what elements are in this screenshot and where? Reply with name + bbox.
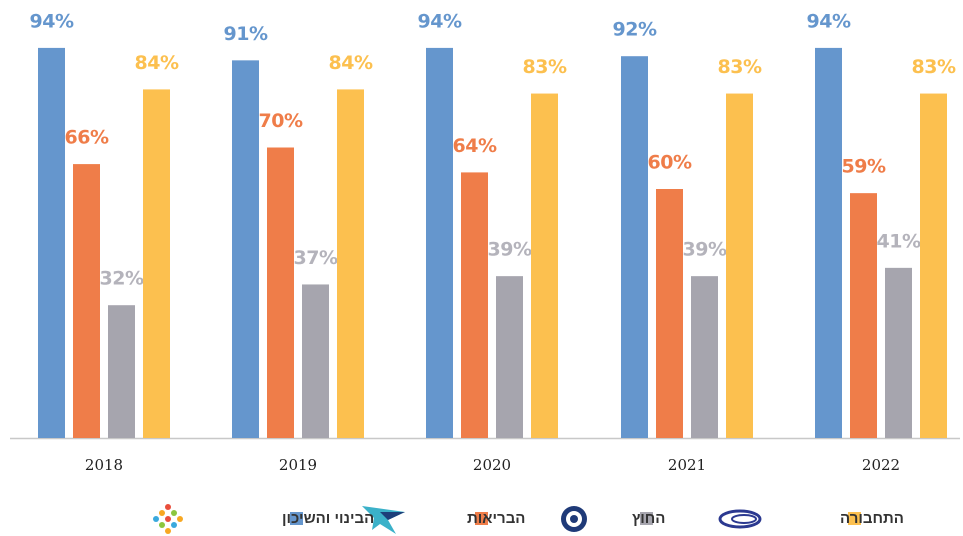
bar: [337, 89, 364, 439]
bar: [621, 56, 648, 438]
bar: [920, 93, 947, 439]
bar: [531, 93, 558, 439]
value-label: 41%: [877, 230, 921, 252]
bar: [38, 47, 65, 439]
legend-swatch: [640, 512, 653, 525]
value-label: 94%: [807, 10, 851, 32]
value-label: 39%: [488, 239, 532, 261]
icon-health: [362, 506, 405, 534]
value-label: 32%: [100, 268, 144, 290]
x-tick-label: 2020: [473, 456, 511, 474]
legend-swatch: [848, 512, 861, 525]
legend-icons: [153, 504, 762, 534]
x-tick-label: 2018: [85, 456, 123, 474]
value-label: 84%: [329, 52, 373, 74]
bar: [267, 147, 294, 438]
value-label: 84%: [135, 52, 179, 74]
value-label: 83%: [718, 56, 762, 78]
value-label: 66%: [65, 127, 109, 149]
value-label: 83%: [523, 56, 567, 78]
x-tick-label: 2019: [279, 456, 317, 474]
legend-label: הבריאות: [467, 510, 525, 527]
bar: [815, 47, 842, 439]
value-label: 70%: [259, 110, 303, 132]
bar: [850, 193, 877, 438]
legend-label: החוץ: [632, 510, 665, 527]
value-label: 60%: [648, 152, 692, 174]
icon-transport: [718, 509, 762, 529]
bar: [426, 47, 453, 439]
x-tick-label: 2021: [668, 456, 706, 474]
value-label: 91%: [224, 23, 268, 45]
bar: [726, 93, 753, 439]
legend-swatch: [475, 512, 488, 525]
value-label: 92%: [613, 19, 657, 41]
value-label: 83%: [912, 56, 956, 78]
x-tick-label: 2022: [862, 456, 900, 474]
bar: [302, 284, 329, 438]
legend-swatch: [290, 512, 303, 525]
icon-foreign: [561, 506, 587, 532]
value-label: 39%: [683, 239, 727, 261]
value-label: 64%: [453, 135, 497, 157]
value-label: 94%: [30, 10, 74, 32]
value-label: 37%: [294, 247, 338, 269]
value-label: 94%: [418, 10, 462, 32]
bar: [885, 267, 912, 438]
bar: [73, 164, 100, 438]
bar: [108, 305, 135, 438]
bar: [461, 172, 488, 438]
legend-label: הבינוי והשיכון: [282, 510, 374, 527]
bar: [143, 89, 170, 439]
icon-housing: [153, 504, 183, 534]
bar: [691, 276, 718, 438]
value-label: 59%: [842, 156, 886, 178]
bar: [496, 276, 523, 438]
legend-label: התחבורה: [840, 510, 904, 527]
bar: [232, 60, 259, 438]
bar: [656, 189, 683, 438]
